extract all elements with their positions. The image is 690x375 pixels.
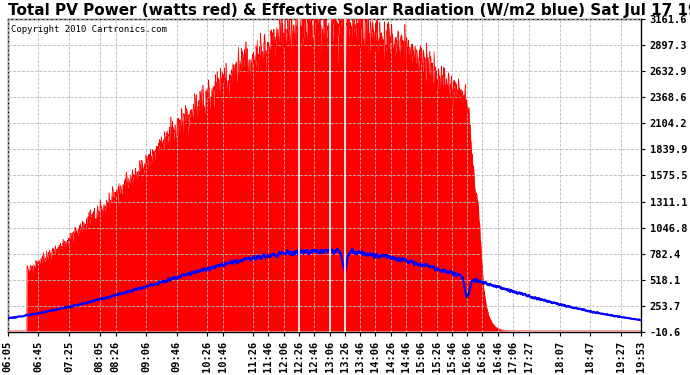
Text: Copyright 2010 Cartronics.com: Copyright 2010 Cartronics.com — [11, 25, 167, 34]
Text: Total PV Power (watts red) & Effective Solar Radiation (W/m2 blue) Sat Jul 17 19: Total PV Power (watts red) & Effective S… — [8, 3, 690, 18]
